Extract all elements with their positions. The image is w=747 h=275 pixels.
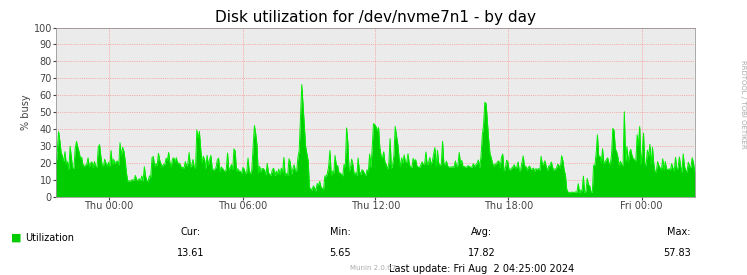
Text: 57.83: 57.83	[663, 248, 691, 257]
Y-axis label: % busy: % busy	[21, 94, 31, 130]
Text: Avg:: Avg:	[471, 227, 492, 237]
Text: Utilization: Utilization	[25, 233, 74, 243]
Text: Max:: Max:	[668, 227, 691, 237]
Text: Last update: Fri Aug  2 04:25:00 2024: Last update: Fri Aug 2 04:25:00 2024	[389, 264, 574, 274]
Text: 13.61: 13.61	[177, 248, 204, 257]
Text: Cur:: Cur:	[181, 227, 200, 237]
Text: RRDTOOL / TOBI OETIKER: RRDTOOL / TOBI OETIKER	[740, 60, 746, 149]
Text: 5.65: 5.65	[329, 248, 350, 257]
Text: 17.82: 17.82	[468, 248, 496, 257]
Text: Min:: Min:	[329, 227, 350, 237]
Text: ■: ■	[11, 233, 22, 243]
Text: Munin 2.0.67: Munin 2.0.67	[350, 265, 397, 271]
Title: Disk utilization for /dev/nvme7n1 - by day: Disk utilization for /dev/nvme7n1 - by d…	[215, 10, 536, 25]
